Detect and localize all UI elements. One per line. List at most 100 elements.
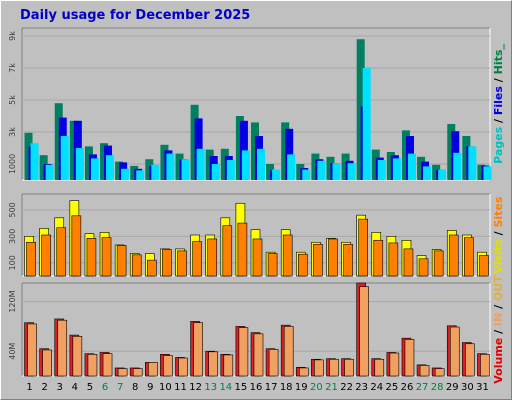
day-label: 10 bbox=[159, 382, 172, 393]
day-label: 20 bbox=[310, 382, 323, 393]
hits-bar-pages bbox=[121, 168, 130, 180]
volume-bar-in bbox=[102, 353, 113, 377]
day-label: 13 bbox=[204, 382, 217, 393]
visits-legend-entry: / bbox=[492, 228, 505, 240]
hits-bar-pages bbox=[181, 159, 190, 180]
day-label: 8 bbox=[132, 382, 138, 393]
volume-bar-in bbox=[268, 349, 279, 377]
visits-bar-sites bbox=[192, 241, 202, 277]
visits-bar-sites bbox=[433, 250, 444, 277]
volume-bar-in bbox=[223, 354, 234, 377]
visits-bar-sites bbox=[343, 243, 353, 277]
hits-ytick-label: 1000 bbox=[8, 154, 17, 174]
volume-bar-in bbox=[208, 351, 219, 377]
day-label: 12 bbox=[189, 382, 202, 393]
hits-bar-pages bbox=[75, 148, 84, 180]
visits-bar-sites bbox=[403, 248, 414, 277]
day-label: 18 bbox=[280, 382, 293, 393]
visits-bar-sites bbox=[222, 225, 233, 277]
hits-bar-pages bbox=[226, 160, 235, 180]
visits-legend: Visits / Sites bbox=[492, 196, 505, 273]
day-label: 27 bbox=[416, 382, 429, 393]
volume-bar-in bbox=[238, 327, 249, 377]
visits-bar-sites bbox=[252, 238, 263, 277]
volume-legend-entry: OUT bbox=[492, 275, 505, 301]
day-label: 24 bbox=[370, 382, 383, 393]
visits-bar-sites bbox=[147, 259, 157, 277]
hits-ytick-label: 7k bbox=[8, 63, 17, 73]
hits-legend-entry: Pages bbox=[492, 126, 505, 164]
volume-legend-entry: Volume bbox=[492, 338, 505, 384]
hits-legend-entry: / bbox=[492, 74, 505, 86]
visits-bar-sites bbox=[282, 234, 293, 277]
day-label: 23 bbox=[355, 382, 368, 393]
visits-bar-sites bbox=[358, 218, 368, 277]
hits-bar-pages bbox=[423, 166, 432, 180]
day-label: 31 bbox=[476, 382, 489, 393]
volume-bar-in bbox=[419, 365, 430, 377]
visits-bar-sites bbox=[313, 243, 323, 277]
visits-ytick-label: 100 bbox=[8, 255, 17, 270]
visits-ytick-label: 500 bbox=[8, 202, 17, 217]
hits-bar-pages bbox=[106, 155, 115, 180]
volume-legend-entry: IN bbox=[492, 313, 505, 326]
hits-bar-pages bbox=[347, 163, 356, 180]
volume-bar-in bbox=[465, 343, 475, 377]
hits-bar-pages bbox=[272, 169, 281, 180]
volume-legend-entry: / bbox=[492, 301, 505, 313]
visits-bar-sites bbox=[162, 249, 172, 277]
hits-bar-pages bbox=[211, 164, 220, 180]
volume-bar-in bbox=[344, 358, 354, 377]
day-label: 15 bbox=[235, 382, 248, 393]
day-label: 16 bbox=[250, 382, 263, 393]
volume-bar-in bbox=[298, 367, 309, 377]
visits-bar-sites bbox=[373, 239, 384, 277]
hits-legend-entry: _ bbox=[492, 44, 505, 50]
volume-bar-in bbox=[359, 286, 369, 377]
hits-bar-pages bbox=[438, 169, 447, 180]
visits-bar-sites bbox=[207, 238, 218, 277]
visits-bar-sites bbox=[418, 258, 429, 277]
visits-bar-sites bbox=[328, 238, 338, 277]
volume-bar-in bbox=[57, 319, 68, 377]
volume-bar-in bbox=[117, 368, 128, 377]
volume-bar-in bbox=[253, 333, 264, 377]
day-label: 29 bbox=[446, 382, 459, 393]
volume-bar-in bbox=[374, 358, 385, 377]
hits-bar-pages bbox=[136, 170, 145, 180]
day-label: 25 bbox=[386, 382, 399, 393]
visits-bar-sites bbox=[237, 222, 248, 277]
hits-legend-entry: / bbox=[492, 115, 505, 127]
visits-bar-sites bbox=[71, 215, 82, 277]
day-label: 9 bbox=[147, 382, 153, 393]
day-label: 26 bbox=[401, 382, 414, 393]
hits-panel: 9k 7k 5k 3k 1000 Pages / Files / Hits_ bbox=[8, 27, 505, 181]
visits-bar-sites bbox=[177, 250, 187, 277]
volume-bar-in bbox=[329, 358, 339, 377]
volume-legend: Volume / IN / OUT bbox=[492, 275, 505, 384]
visits-legend-entry: Sites bbox=[492, 196, 505, 227]
volume-bar-in bbox=[42, 349, 52, 377]
hits-bar-pages bbox=[362, 68, 371, 180]
volume-legend-entry: / bbox=[492, 326, 505, 338]
visits-bar-sites bbox=[267, 253, 278, 277]
hits-bar-pages bbox=[287, 154, 296, 180]
hits-bar-hits bbox=[24, 132, 33, 180]
day-label: 6 bbox=[102, 382, 108, 393]
hits-bar-pages bbox=[468, 146, 477, 180]
volume-ytick-label: 120M bbox=[8, 290, 17, 312]
chart-title: Daily usage for December 2025 bbox=[20, 8, 251, 23]
day-label: 11 bbox=[174, 382, 187, 393]
volume-bar-in bbox=[449, 326, 460, 377]
visits-bar-sites bbox=[101, 237, 112, 277]
volume-bar-in bbox=[132, 368, 143, 377]
hits-bar-pages bbox=[483, 166, 492, 180]
day-label: 3 bbox=[57, 382, 63, 393]
volume-bar-in bbox=[87, 353, 98, 377]
volume-bar-in bbox=[27, 323, 37, 377]
volume-bar-in bbox=[163, 355, 173, 377]
volume-bar-in bbox=[148, 362, 158, 377]
volume-bar-in bbox=[283, 326, 294, 377]
hits-bar-pages bbox=[241, 150, 250, 180]
hits-bar-pages bbox=[196, 148, 205, 180]
